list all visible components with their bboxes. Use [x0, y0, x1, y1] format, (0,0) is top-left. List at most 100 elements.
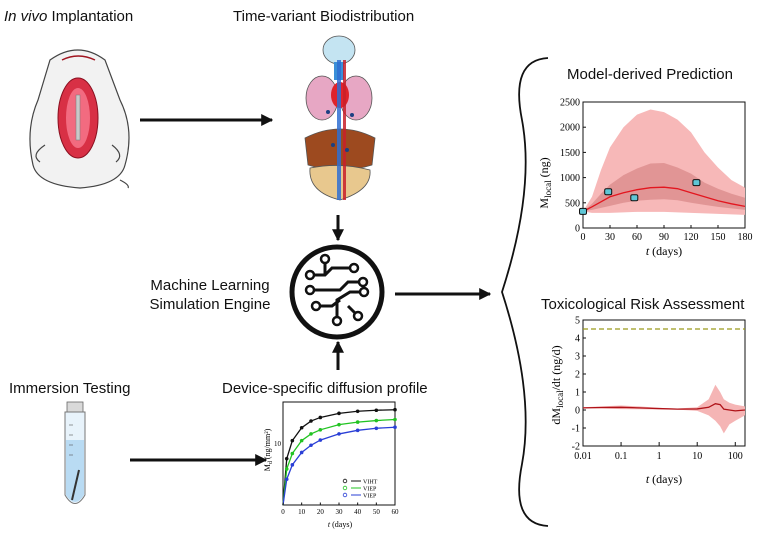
diffusion-point: [309, 432, 313, 436]
flow-arrows: [130, 114, 492, 466]
diffusion-point: [337, 432, 341, 436]
risk-ytick-label: -1: [572, 424, 580, 435]
diffusion-point: [355, 420, 360, 424]
diffusion-point: [299, 438, 304, 443]
implantation-label: In vivo Implantation: [4, 8, 133, 25]
ml-engine-label-line2: Simulation Engine: [149, 296, 271, 313]
diffusion-xtick-label: 20: [317, 508, 325, 516]
diffusion-xlabel: t (days): [328, 520, 353, 529]
prediction-chart-title: Model-derived Prediction: [567, 66, 733, 83]
risk-xtick-label: 0.1: [615, 451, 628, 462]
diffusion-xtick-label: 60: [392, 508, 400, 516]
prediction-ytick-label: 1000: [560, 173, 580, 184]
organs-illustration: [304, 35, 376, 201]
diffusion-point: [374, 418, 379, 423]
prediction-xlabel: t (days): [646, 244, 682, 258]
risk-series-line: [582, 403, 746, 412]
prediction-ytick-label: 1500: [560, 148, 580, 159]
prediction-xtick-label: 120: [684, 232, 699, 243]
risk-xtick-label: 100: [728, 451, 743, 462]
output-brace: [501, 57, 549, 527]
diffusion-point: [355, 428, 360, 433]
diffusion-legend-label: VIEP: [363, 494, 377, 500]
prediction-ytick-label: 2000: [560, 123, 580, 134]
diffusion-legend-label: VIHT: [363, 480, 378, 486]
diffusion-point: [290, 451, 295, 456]
diffusion-point: [299, 425, 304, 430]
test-tube-illustration: [64, 401, 86, 504]
prediction-xtick-label: 30: [605, 232, 615, 243]
diffusion-xtick-label: 40: [354, 508, 362, 516]
diffusion-xtick-label: 0: [281, 508, 285, 516]
prediction-point: [630, 194, 639, 202]
risk-ytick-label: 0: [575, 406, 580, 417]
implantation-label-em: In vivo: [4, 8, 48, 25]
diffusion-point: [337, 422, 341, 427]
risk-ylabel: dMlocal/dt (ng/d): [549, 345, 565, 424]
risk-ytick-label: 4: [575, 334, 580, 345]
diffusion-point: [284, 456, 289, 461]
prediction-ytick-label: 0: [575, 224, 580, 235]
immersion-label: Immersion Testing: [9, 380, 131, 397]
prediction-ytick-label: 500: [565, 198, 580, 209]
diffusion-ytick: 10: [274, 440, 282, 448]
diffusion-plot-frame: [282, 401, 396, 506]
risk-ytick-label: 2: [575, 370, 580, 381]
diffusion-point: [374, 408, 379, 413]
biodistribution-label: Time-variant Biodistribution: [233, 8, 415, 25]
diffusion-point: [393, 425, 397, 430]
prediction-ylabel: Mlocal (ng): [537, 157, 553, 208]
diffusion-series-line: [282, 418, 396, 506]
diffusion-legend-marker: [342, 485, 348, 491]
prediction-ytick-label: 2500: [560, 98, 580, 109]
diffusion-point: [374, 426, 379, 431]
implantation-label-rest: Implantation: [47, 8, 134, 25]
risk-xlabel: t (days): [646, 472, 682, 486]
prediction-xtick-label: 0: [581, 232, 586, 243]
diffusion-point: [284, 467, 289, 471]
prediction-xtick-label: 180: [738, 232, 753, 243]
prediction-xtick-label: 90: [659, 232, 669, 243]
prediction-xtick-label: 150: [711, 232, 726, 243]
diffusion-label: Device-specific diffusion profile: [222, 380, 428, 397]
risk-chart-title: Toxicological Risk Assessment: [541, 296, 745, 313]
risk-xtick-label: 0.01: [574, 451, 592, 462]
risk-plot-frame: [582, 319, 746, 447]
diffusion-legend-marker: [342, 478, 348, 484]
diffusion-point: [299, 450, 304, 455]
diffusion-point: [318, 428, 323, 432]
diffusion-xtick-label: 30: [336, 508, 344, 516]
diffusion-point: [290, 438, 295, 443]
prediction-xtick-label: 60: [632, 232, 642, 243]
diffusion-ylabel: Md (ng/mm²): [263, 428, 274, 471]
diffusion-point: [290, 463, 295, 467]
diffusion-point: [393, 407, 397, 412]
prediction-series-line: [582, 186, 746, 212]
prediction-point: [604, 188, 613, 196]
diffusion-point: [393, 417, 397, 422]
risk-xtick-label: 10: [692, 451, 702, 462]
mouse-illustration: [29, 49, 130, 189]
ml-engine-label: Machine Learning Simulation Engine: [140, 277, 280, 313]
diffusion-point: [309, 443, 313, 448]
diffusion-xtick-label: 50: [373, 508, 381, 516]
diffusion-legend-marker: [342, 492, 348, 498]
prediction-point: [579, 207, 587, 215]
diffusion-point: [318, 438, 323, 442]
diffusion-series-line: [282, 409, 396, 506]
risk-ytick-label: 3: [575, 352, 580, 363]
diffusion-point: [355, 409, 360, 414]
risk-ytick-label: -2: [572, 442, 580, 453]
diffusion-point: [309, 419, 313, 423]
risk-ytick-label: 5: [575, 316, 580, 327]
diffusion-point: [337, 411, 341, 416]
diffusion-point: [284, 477, 289, 482]
diffusion-series-line: [282, 426, 396, 506]
diffusion-point: [318, 415, 323, 420]
prediction-point: [692, 179, 701, 187]
risk-xtick-label: 1: [657, 451, 662, 462]
